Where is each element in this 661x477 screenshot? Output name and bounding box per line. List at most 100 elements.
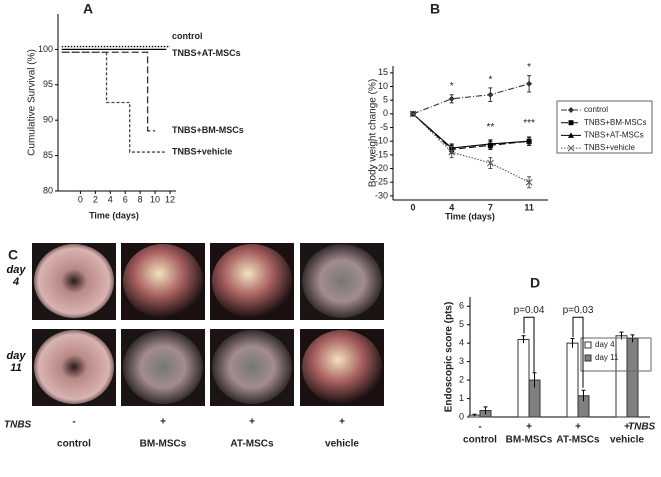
- column-label: control: [57, 439, 91, 450]
- tnbs-sign: +: [339, 417, 345, 428]
- y-tick-label: 85: [43, 150, 53, 160]
- y-axis-label: Endoscopic score (pts): [444, 302, 455, 413]
- marker: [567, 144, 575, 152]
- x-tick-label: vehicle: [610, 435, 644, 446]
- tnbs-sign: +: [160, 417, 166, 428]
- x-axis-label: Time (days): [445, 211, 495, 221]
- marker: [568, 107, 574, 113]
- series-line: [412, 83, 530, 115]
- series-label: control: [172, 31, 203, 41]
- survival-line: [61, 51, 165, 153]
- legend-box: [556, 100, 653, 154]
- annotation: **: [487, 122, 495, 133]
- x-tick-label: 4: [449, 202, 454, 212]
- x-tick-label: control: [463, 435, 497, 446]
- group-sign: +: [526, 422, 532, 433]
- bar: [615, 335, 628, 418]
- column-label: BM-MSCs: [140, 439, 187, 450]
- y-tick-label: 2: [459, 374, 464, 384]
- y-tick-label: -10: [375, 136, 388, 146]
- marker: [525, 178, 533, 186]
- marker: [526, 138, 533, 144]
- y-tick-label: 5: [383, 95, 388, 105]
- tnbs-sign: +: [249, 417, 255, 428]
- row-label: day 11: [6, 350, 26, 374]
- column-label: vehicle: [325, 439, 359, 450]
- x-tick-label: BM-MSCs: [506, 435, 553, 446]
- y-tick-label: -30: [375, 190, 388, 200]
- group-label: TNBS: [628, 422, 656, 433]
- marker: [409, 110, 417, 118]
- y-tick-label: 0: [459, 411, 464, 421]
- bracket: [523, 316, 535, 373]
- x-tick-label: 12: [165, 194, 175, 204]
- annotation: p=0.04: [514, 305, 545, 316]
- y-tick-label: 15: [378, 67, 388, 77]
- legend-label: day 4: [595, 340, 615, 349]
- annotation: *: [527, 62, 531, 73]
- annotation: *: [450, 81, 454, 92]
- tnbs-label: TNBS: [4, 420, 32, 431]
- legend-label: TNBS+vehicle: [584, 143, 635, 152]
- y-tick-label: -5: [380, 122, 388, 132]
- y-axis-label: Body weight change (%): [368, 79, 379, 187]
- bar: [517, 338, 530, 418]
- annotation: *: [488, 74, 492, 85]
- y-tick-label: 80: [43, 185, 53, 195]
- y-tick-label: 100: [38, 44, 53, 54]
- panel-title: D: [530, 275, 540, 291]
- series-label: TNBS+BM-MSCs: [172, 125, 244, 135]
- x-tick-label: 7: [488, 202, 493, 212]
- y-tick-label: -15: [375, 149, 388, 159]
- marker: [487, 140, 494, 147]
- panel-title: B: [430, 1, 440, 17]
- group-sign: +: [575, 422, 581, 433]
- error-bar: [570, 338, 575, 348]
- marker: [448, 95, 455, 102]
- bracket: [572, 316, 584, 388]
- x-tick-label: AT-MSCs: [556, 435, 600, 446]
- error-bar: [532, 372, 537, 388]
- x-axis-label: Time (days): [89, 210, 139, 220]
- legend-label: TNBS+BM-MSCs: [584, 118, 646, 127]
- legend-swatch: [584, 341, 592, 349]
- series-label: TNBS+vehicle: [172, 146, 232, 156]
- survival-line: [61, 51, 156, 132]
- y-tick-label: -20: [375, 163, 388, 173]
- group-sign: -: [478, 422, 481, 433]
- y-tick-label: 90: [43, 115, 53, 125]
- x-tick-label: 11: [524, 202, 534, 212]
- y-tick-label: 10: [378, 81, 388, 91]
- y-tick-label: -25: [375, 177, 388, 187]
- series-line: [412, 113, 530, 149]
- x-tick-label: 8: [138, 194, 143, 204]
- marker: [568, 120, 574, 126]
- panel-title: A: [83, 1, 93, 17]
- bar: [626, 338, 639, 418]
- y-tick-label: 6: [459, 301, 464, 311]
- legend-label: TNBS+AT-MSCs: [584, 131, 644, 140]
- series-label: TNBS+AT-MSCs: [172, 48, 241, 58]
- y-axis-label: Cumulative Survival (%): [27, 49, 38, 156]
- marker: [487, 159, 494, 167]
- marker: [526, 80, 533, 87]
- error-bar: [630, 334, 635, 343]
- x-tick-label: 10: [150, 194, 160, 204]
- tnbs-sign: -: [72, 417, 75, 428]
- endoscopy-images: [32, 243, 384, 406]
- marker: [487, 91, 494, 98]
- y-tick-label: 5: [459, 319, 464, 329]
- y-tick-label: 1: [459, 393, 464, 403]
- y-tick-label: 0: [383, 108, 388, 118]
- marker: [448, 148, 456, 156]
- x-tick-label: 0: [410, 202, 415, 212]
- annotation: ***: [523, 118, 535, 129]
- y-tick-label: 4: [459, 338, 464, 348]
- x-tick-label: 0: [78, 194, 83, 204]
- column-label: AT-MSCs: [230, 439, 274, 450]
- legend-label: control: [584, 105, 608, 114]
- legend-box: [580, 337, 652, 372]
- error-bar: [483, 406, 488, 415]
- series-line: [412, 113, 530, 183]
